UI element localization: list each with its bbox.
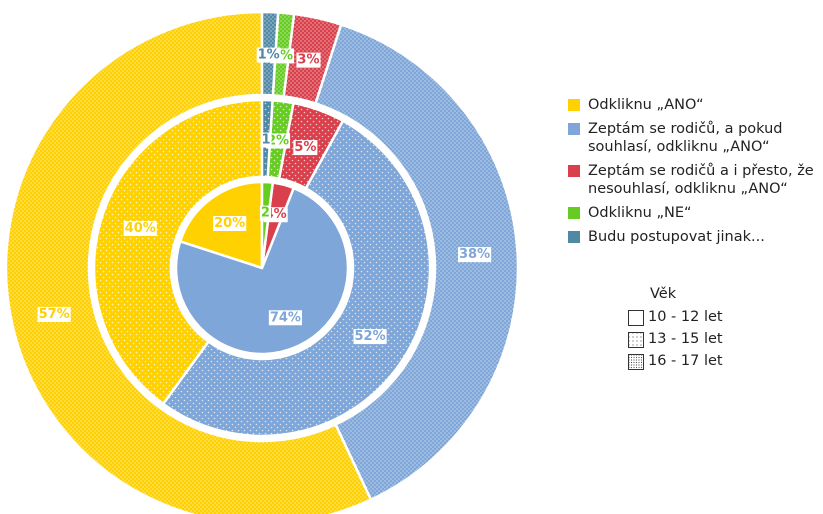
data-label-bg bbox=[353, 329, 387, 345]
data-label-bg bbox=[293, 140, 318, 156]
legend-swatch bbox=[568, 99, 580, 111]
series-swatch bbox=[628, 332, 644, 348]
data-label-bg bbox=[37, 306, 71, 322]
data-label-text: 20% bbox=[214, 216, 245, 231]
legend-item: Zeptám se rodičů a i přesto, že nesouhla… bbox=[568, 162, 823, 198]
data-label-bg bbox=[260, 132, 272, 148]
data-label-text: 40% bbox=[125, 221, 156, 236]
data-label: 52% bbox=[353, 329, 387, 345]
series-swatch bbox=[628, 354, 644, 370]
data-label-text: 5% bbox=[294, 140, 316, 155]
series-legend-item: 16 - 17 let bbox=[628, 352, 723, 374]
data-label: 38% bbox=[458, 247, 492, 263]
data-label: 5% bbox=[293, 140, 318, 156]
series-legend-item: 10 - 12 let bbox=[628, 308, 723, 330]
data-label-bg bbox=[266, 133, 291, 149]
legend-swatch bbox=[568, 165, 580, 177]
data-label: 74% bbox=[268, 310, 302, 326]
data-label: 3% bbox=[296, 52, 321, 68]
data-label-text: 52% bbox=[355, 329, 386, 344]
data-label-text: 1% bbox=[258, 48, 280, 63]
legend-item: Zeptám se rodičů, a pokud souhlasí, odkl… bbox=[568, 120, 823, 156]
series-label: 10 - 12 let bbox=[648, 309, 723, 325]
series-legend: Věk 10 - 12 let 13 - 15 let 16 - 17 let bbox=[628, 286, 723, 374]
data-label-bg bbox=[213, 216, 247, 232]
data-label-bg bbox=[296, 52, 321, 68]
data-label-bg bbox=[256, 47, 281, 63]
legend-title: Věk bbox=[650, 286, 677, 302]
data-label: 57% bbox=[37, 306, 71, 322]
data-label: 1 bbox=[260, 132, 272, 148]
data-label: 1% bbox=[256, 47, 281, 63]
series-swatch bbox=[628, 310, 644, 326]
legend-label: Zeptám se rodičů, a pokud souhlasí, odkl… bbox=[588, 121, 783, 155]
legend-label: Odkliknu „ANO“ bbox=[588, 97, 704, 113]
data-label-text: 3% bbox=[297, 53, 319, 68]
legend-swatch bbox=[568, 207, 580, 219]
data-label-text: 2% bbox=[267, 134, 289, 149]
legend-swatch bbox=[568, 123, 580, 135]
data-label-bg bbox=[123, 220, 157, 236]
data-label: 2 bbox=[259, 205, 271, 221]
data-label-text: 57% bbox=[39, 307, 70, 322]
data-label-bg bbox=[259, 205, 271, 221]
legend-swatch bbox=[568, 231, 580, 243]
legend-item: Budu postupovat jinak... bbox=[568, 228, 823, 246]
data-label-text: 1 bbox=[261, 133, 270, 148]
legend-label: Odkliknu „NE“ bbox=[588, 205, 692, 221]
data-label-bg bbox=[268, 310, 302, 326]
data-label-bg bbox=[458, 247, 492, 263]
legend-item: Odkliknu „NE“ bbox=[568, 204, 823, 222]
data-label-text: 74% bbox=[270, 310, 301, 325]
legend-item: Odkliknu „ANO“ bbox=[568, 96, 823, 114]
data-label-text: 38% bbox=[459, 247, 490, 262]
chart: 20%74%4%240%52%5%2%157%38%3%1%1% bbox=[4, 10, 520, 514]
legend-label: Zeptám se rodičů a i přesto, že nesouhla… bbox=[588, 163, 814, 197]
series-label: 16 - 17 let bbox=[648, 353, 723, 369]
legend-label: Budu postupovat jinak... bbox=[588, 229, 765, 245]
legend: Odkliknu „ANO“ Zeptám se rodičů, a pokud … bbox=[568, 96, 823, 252]
data-label: 40% bbox=[123, 220, 157, 236]
data-label: 2% bbox=[266, 133, 291, 149]
series-legend-item: 13 - 15 let bbox=[628, 330, 723, 352]
series-label: 13 - 15 let bbox=[648, 331, 723, 347]
data-label: 20% bbox=[213, 216, 247, 232]
data-label-text: 2 bbox=[261, 206, 270, 221]
